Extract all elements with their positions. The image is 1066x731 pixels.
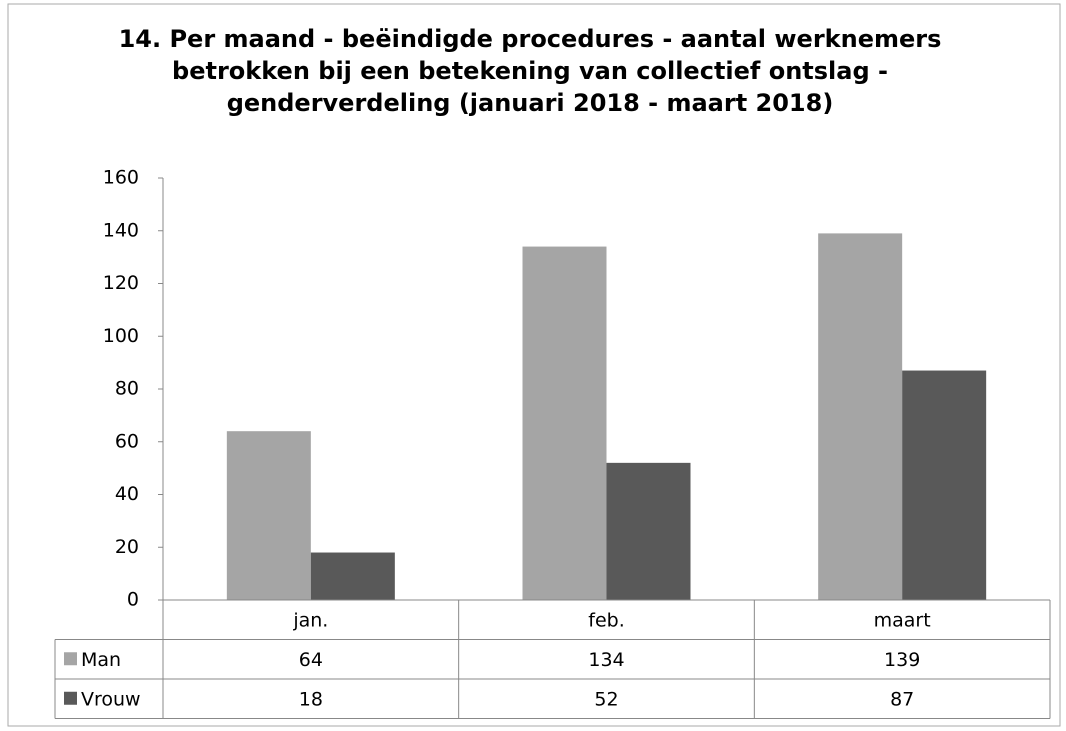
- y-tick-label: 160: [103, 167, 139, 189]
- bar: [606, 462, 691, 600]
- legend-key: [64, 652, 77, 666]
- legend-label: Vrouw: [81, 688, 141, 710]
- table-cell: 139: [884, 649, 920, 671]
- y-tick-label: 60: [115, 430, 139, 452]
- y-tick-label: 80: [115, 378, 139, 400]
- y-tick-label: 120: [103, 272, 139, 294]
- chart-title: betrokken bij een betekening van collect…: [172, 57, 888, 85]
- bar: [522, 246, 607, 600]
- table-cell: 134: [588, 649, 624, 671]
- x-tick-label: maart: [874, 609, 931, 631]
- y-tick-label: 100: [103, 325, 139, 347]
- legend-label: Man: [81, 649, 121, 671]
- bar: [310, 552, 395, 600]
- x-tick-label: feb.: [588, 609, 624, 631]
- x-tick-label: jan.: [292, 609, 328, 631]
- y-tick-label: 40: [115, 483, 139, 505]
- bar: [226, 431, 311, 600]
- bar: [902, 370, 987, 600]
- chart-title: 14. Per maand - beëindigde procedures - …: [119, 25, 942, 53]
- y-tick-label: 0: [127, 589, 139, 611]
- table-cell: 64: [299, 649, 323, 671]
- bar: [818, 233, 903, 600]
- y-tick-label: 140: [103, 219, 139, 241]
- legend-key: [64, 691, 77, 705]
- chart-title: genderverdeling (januari 2018 - maart 20…: [227, 89, 834, 117]
- table-cell: 52: [594, 688, 618, 710]
- table-cell: 18: [299, 688, 323, 710]
- y-tick-label: 20: [115, 536, 139, 558]
- table-cell: 87: [890, 688, 914, 710]
